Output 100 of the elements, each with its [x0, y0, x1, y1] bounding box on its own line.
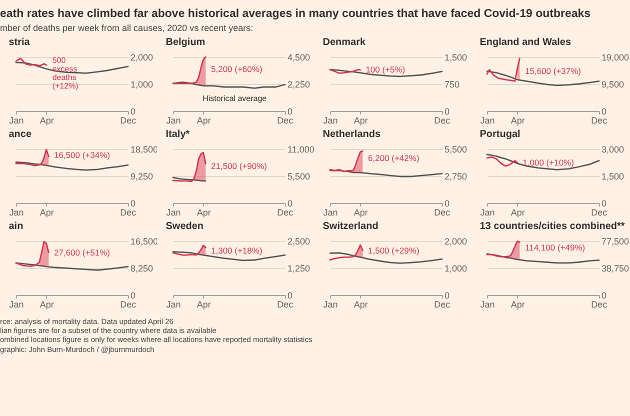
- chart-title: stria: [8, 37, 30, 48]
- y-tick-label: 2,000: [130, 52, 154, 62]
- y-tick-label: 0: [288, 106, 293, 116]
- x-tick-label: Jan: [323, 116, 338, 126]
- annotation: 500 excess deaths (+12%): [52, 56, 79, 91]
- chart-title: Portugal: [480, 129, 521, 140]
- line-series: [172, 244, 206, 256]
- y-tick-label: 0: [602, 290, 607, 300]
- y-tick-label: 11,000: [288, 144, 314, 154]
- x-tick-label: Apr: [354, 208, 368, 218]
- y-tick-label: 0: [288, 290, 293, 300]
- text: mber of deaths per week from all causes, 2020 vs recent years:: [0, 23, 254, 33]
- y-tick-label: 2,250: [288, 80, 310, 90]
- annotation: 100 (+5%): [366, 64, 406, 75]
- annotation: 1,500 (+29%): [368, 245, 420, 256]
- y-tick-label: 9,250: [130, 172, 154, 182]
- annotation: 27,600 (+51%): [54, 247, 110, 258]
- chart-title: Denmark: [322, 37, 366, 48]
- y-tick-label: 1,000: [130, 80, 154, 90]
- y-tick-label: 8,250: [130, 264, 154, 274]
- y-tick-label: 0: [444, 198, 450, 208]
- x-tick-label: Jan: [9, 300, 24, 310]
- y-tick-label: 5,500: [288, 172, 310, 182]
- annotation: 15,600 (+37%): [525, 66, 582, 76]
- x-tick-label: Dec: [120, 208, 137, 218]
- annotation: 21,500 (+90%): [211, 161, 268, 172]
- y-tick-label: 1,250: [288, 264, 310, 274]
- chart-title: 13 countries/cities combined**: [480, 221, 625, 232]
- y-tick-label: 750: [444, 80, 460, 90]
- text: eath rates have climbed far above historical averages in many countries that have faced Covid-19 outbreaks: [0, 8, 592, 20]
- y-tick-label: 2,000: [444, 236, 468, 246]
- x-tick-label: Apr: [40, 208, 54, 218]
- x-tick-label: Apr: [40, 116, 54, 126]
- x-tick-label: Dec: [120, 300, 137, 310]
- line-series: [15, 148, 50, 166]
- annotation: 1,300 (+18%): [211, 246, 262, 256]
- chart-title: Sweden: [166, 221, 204, 232]
- x-tick-label: Dec: [120, 116, 137, 126]
- y-tick-label: 1,500: [444, 52, 468, 62]
- y-tick-label: 5,500: [444, 144, 468, 154]
- x-tick-label: Dec: [277, 300, 294, 310]
- y-tick-label: 77,500: [602, 236, 630, 246]
- chart-title: ain: [8, 221, 24, 232]
- x-tick-label: Dec: [277, 208, 294, 218]
- y-tick-label: 0: [444, 106, 450, 116]
- y-tick-label: 2,750: [444, 172, 468, 182]
- x-tick-label: Jan: [166, 208, 181, 218]
- x-tick-label: Dec: [591, 300, 608, 310]
- line-series: [15, 58, 48, 66]
- x-tick-label: Dec: [434, 116, 451, 126]
- y-tick-label: 1,500: [602, 172, 624, 182]
- y-tick-label: 18,500: [130, 144, 158, 154]
- line-series: [486, 154, 600, 170]
- x-tick-label: Jan: [480, 300, 495, 310]
- annotation: 16,500 (+34%): [54, 150, 110, 160]
- x-tick-label: Apr: [354, 116, 368, 126]
- x-tick-label: Apr: [40, 300, 54, 310]
- annotation: 6,200 (+42%): [368, 152, 420, 163]
- y-tick-label: 19,000: [602, 52, 630, 62]
- line-series: [172, 56, 206, 84]
- annotation: 1,000 (+10%): [522, 158, 574, 168]
- x-tick-label: Dec: [591, 208, 608, 218]
- chart-title: Belgium: [166, 37, 206, 48]
- y-tick-label: 9,500: [602, 80, 624, 90]
- x-tick-label: Jan: [9, 116, 24, 126]
- x-tick-label: Apr: [510, 300, 525, 310]
- x-tick-label: Dec: [591, 116, 608, 126]
- chart-title: ance: [8, 129, 32, 140]
- x-tick-label: Jan: [323, 300, 338, 310]
- line-series: [486, 58, 520, 82]
- y-tick-label: 2,500: [288, 236, 310, 246]
- line-series: [15, 240, 50, 267]
- line-series: [172, 152, 206, 182]
- x-tick-label: Jan: [166, 116, 181, 126]
- y-tick-label: 0: [444, 290, 450, 300]
- y-tick-label: 3,000: [602, 144, 624, 154]
- x-tick-label: Dec: [434, 300, 451, 310]
- y-tick-label: 0: [130, 198, 136, 208]
- y-tick-label: 16,500: [130, 236, 158, 246]
- x-tick-label: Apr: [196, 208, 211, 218]
- x-tick-label: Dec: [277, 116, 294, 126]
- x-tick-label: Jan: [480, 116, 495, 126]
- x-tick-label: Apr: [196, 300, 211, 310]
- y-tick-label: 0: [288, 198, 293, 208]
- x-tick-label: Jan: [480, 208, 495, 218]
- chart-title: Italy*: [166, 129, 190, 140]
- x-tick-label: Dec: [434, 208, 451, 218]
- y-tick-label: 0: [130, 290, 136, 300]
- line-series: [15, 62, 129, 74]
- x-tick-label: Apr: [510, 208, 525, 218]
- line-series: [329, 244, 364, 261]
- chart-title: England and Wales: [480, 37, 572, 48]
- x-tick-label: Apr: [510, 116, 525, 126]
- y-tick-label: 38,750: [602, 264, 630, 274]
- chart-title: Switzerland: [322, 221, 378, 232]
- annotation: Historical average: [202, 94, 268, 103]
- y-tick-label: 0: [130, 106, 136, 116]
- line-series: [329, 150, 364, 172]
- annotation: 5,200 (+60%): [211, 64, 262, 74]
- x-tick-label: Jan: [9, 208, 24, 218]
